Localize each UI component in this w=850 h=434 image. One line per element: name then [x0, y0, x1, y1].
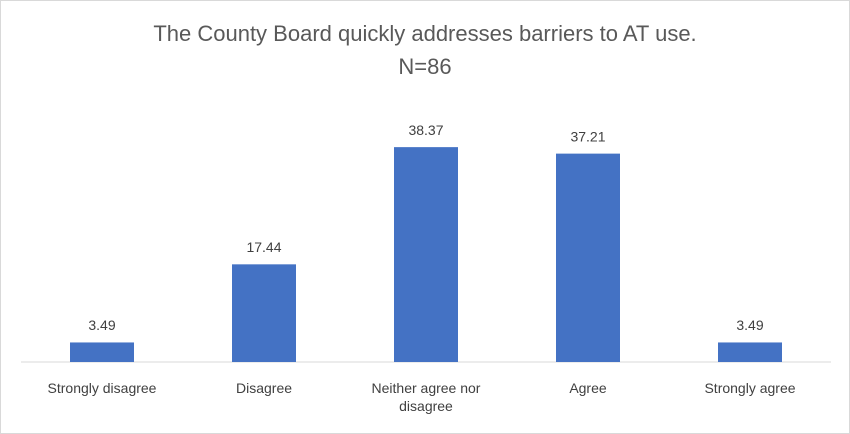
bar — [718, 342, 782, 362]
x-tick-label: Strongly disagree — [47, 380, 157, 396]
chart-subtitle: N=86 — [398, 54, 451, 79]
bar — [232, 264, 296, 362]
data-label: 3.49 — [736, 317, 763, 333]
data-label: 37.21 — [570, 128, 605, 144]
x-tick-label: Disagree — [235, 380, 293, 396]
data-label: 17.44 — [246, 239, 281, 255]
bar — [394, 147, 458, 362]
data-label: 38.37 — [408, 122, 443, 138]
x-tick-label: Agree — [569, 380, 607, 396]
bar — [556, 153, 620, 362]
chart-title: The County Board quickly addresses barri… — [153, 21, 696, 46]
bar — [70, 342, 134, 362]
data-label: 3.49 — [88, 317, 115, 333]
x-tick-label: Strongly agree — [704, 380, 796, 396]
x-tick-label: Neither agree nor disagree — [371, 380, 481, 414]
